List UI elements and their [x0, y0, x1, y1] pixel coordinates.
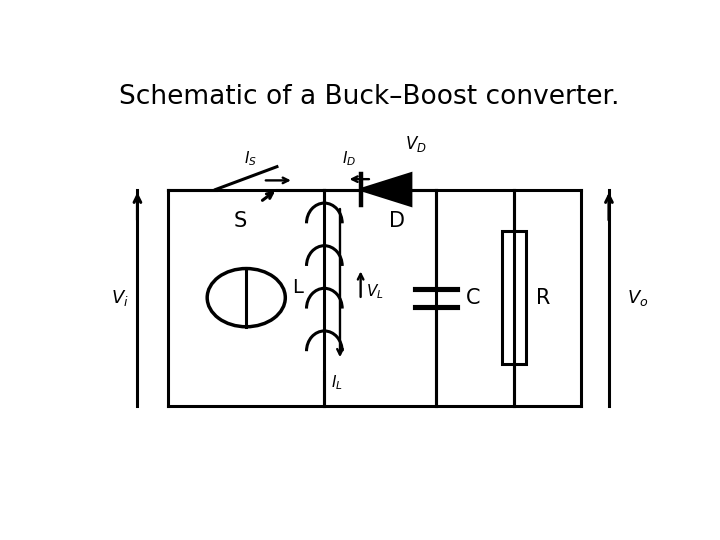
Text: $I_S$: $I_S$ [244, 149, 257, 168]
Text: $V_o$: $V_o$ [627, 288, 649, 308]
Text: R: R [536, 288, 551, 308]
Text: $V_D$: $V_D$ [405, 134, 427, 154]
Text: Schematic of a Buck–Boost converter.: Schematic of a Buck–Boost converter. [119, 84, 619, 110]
Text: $I_L$: $I_L$ [331, 373, 343, 392]
Text: C: C [466, 288, 480, 308]
Text: D: D [389, 211, 405, 231]
Text: $V_i$: $V_i$ [111, 288, 128, 308]
Text: $I_D$: $I_D$ [343, 149, 356, 168]
Bar [502, 231, 526, 364]
Text: L: L [292, 278, 303, 297]
Text: S: S [234, 211, 247, 231]
Text: $V_L$: $V_L$ [366, 282, 384, 301]
Polygon shape [361, 174, 411, 205]
